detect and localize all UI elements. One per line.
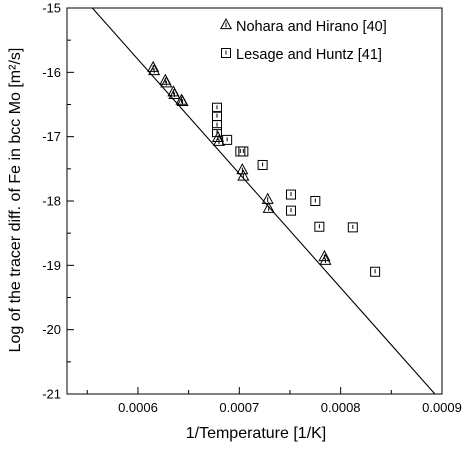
- data-point-triangle: [212, 134, 226, 146]
- y-tick-label: -17: [42, 129, 61, 144]
- data-point-triangle: [319, 253, 332, 265]
- axes-layer: [66, 7, 443, 395]
- y-tick-label: -18: [42, 194, 61, 209]
- legend-marker-square: [221, 48, 231, 58]
- data-point-square: [257, 159, 268, 170]
- y-ticks: -15 -16 -17 -18 -19 -20 -21: [42, 1, 74, 402]
- x-tick-label: 0.0006: [118, 400, 158, 415]
- data-point-triangle: [176, 94, 189, 107]
- data-point-square: [347, 222, 358, 233]
- data-point-triangle: [261, 192, 274, 204]
- y-tick-label: -20: [42, 322, 61, 337]
- legend: Nohara and Hirano [40] Lesage and Huntz …: [219, 17, 387, 63]
- data-point-square: [370, 266, 381, 277]
- data-point-square: [285, 205, 296, 216]
- x-tick-label: 0.0008: [321, 400, 361, 415]
- data-points: [147, 60, 381, 277]
- y-axis-title: Log of the tracer diff. of Fe in bcc Mo …: [7, 48, 24, 353]
- data-point-square: [222, 134, 233, 145]
- data-point-triangle: [148, 63, 161, 76]
- data-point-triangle: [237, 169, 250, 181]
- x-axis-title: 1/Temperature [1/K]: [186, 425, 327, 442]
- plot-frame: [66, 7, 443, 395]
- data-point-square: [314, 221, 325, 232]
- data-point-square: [310, 196, 321, 206]
- y-tick-label: -21: [42, 387, 61, 402]
- data-point-triangle: [160, 76, 173, 88]
- data-point-triangle: [262, 201, 275, 213]
- y-tick-label: -15: [42, 1, 61, 16]
- legend-label-nohara-hirano: Nohara and Hirano [40]: [236, 19, 387, 35]
- data-point-square: [212, 120, 222, 131]
- data-point-square: [285, 189, 296, 200]
- data-point-square: [212, 111, 222, 122]
- y-tick-label: -16: [42, 65, 61, 80]
- x-tick-label: 0.0007: [219, 400, 259, 415]
- legend-marker-triangle: [219, 17, 233, 30]
- legend-label-lesage-huntz: Lesage and Huntz [41]: [236, 47, 382, 63]
- x-tick-label: 0.0009: [422, 400, 462, 415]
- data-point-square: [212, 127, 222, 138]
- data-point-square: [238, 146, 249, 157]
- x-ticks: 0.0006 0.0007 0.0008 0.0009: [86, 387, 462, 415]
- y-tick-label: -19: [42, 258, 61, 273]
- data-point-square: [212, 102, 222, 113]
- data-point-triangle: [168, 87, 181, 99]
